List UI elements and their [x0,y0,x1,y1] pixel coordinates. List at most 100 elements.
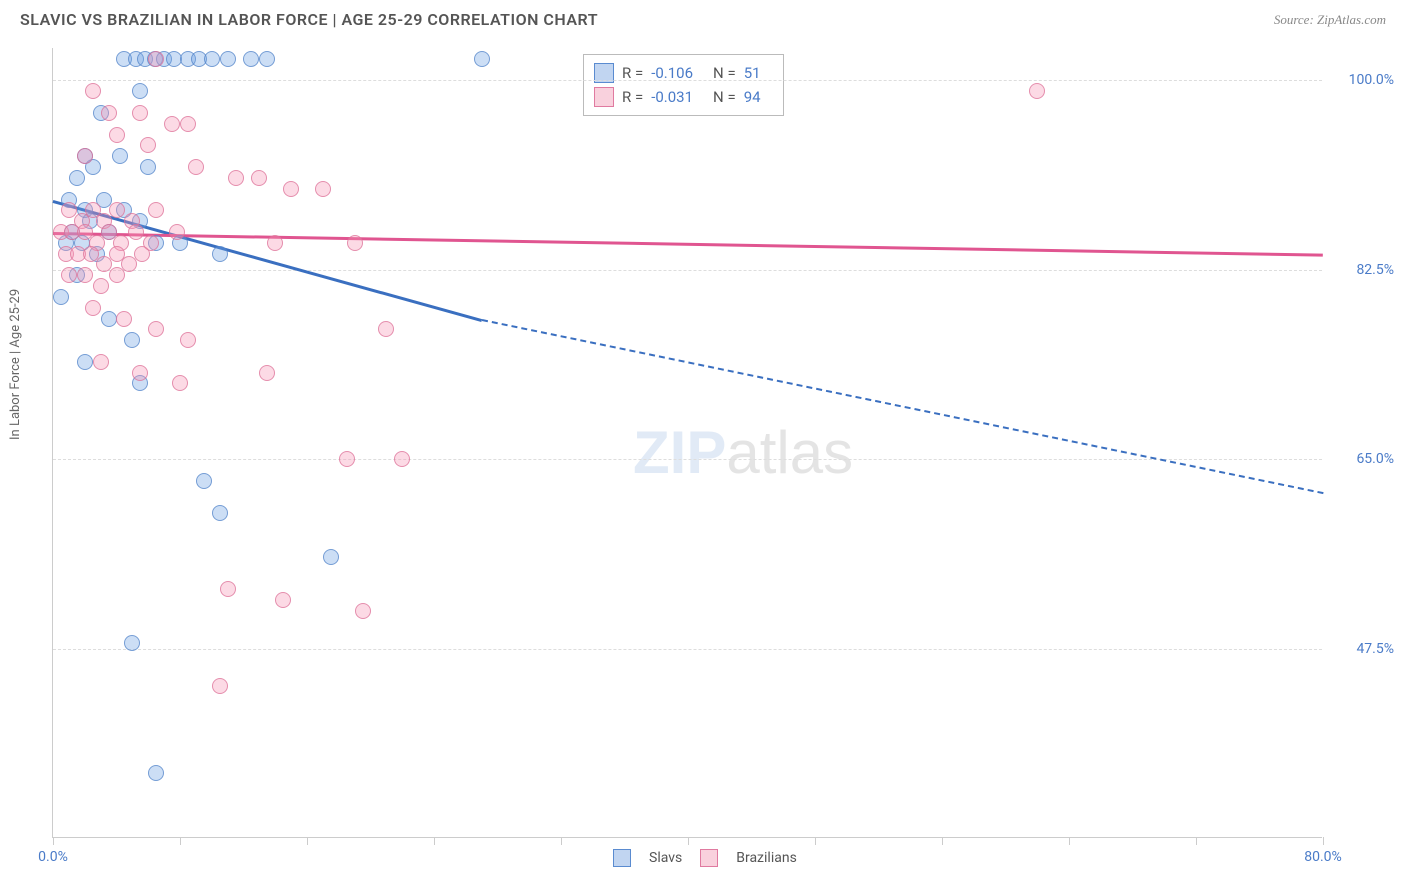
data-point [140,137,156,153]
data-point [228,170,244,186]
data-point [101,311,117,327]
data-point [109,202,125,218]
x-tick [942,837,943,845]
data-point [169,224,185,240]
data-point [164,116,180,132]
y-tick-label: 47.5% [1326,641,1394,657]
data-point [355,603,371,619]
gridline [53,649,1322,650]
data-point [220,581,236,597]
n-value-slavs: 51 [744,64,761,82]
data-point [53,289,69,305]
x-tick [307,837,308,845]
x-tick-label-right: 80.0% [1304,849,1342,865]
n-label: N = [713,88,736,106]
data-point [196,473,212,489]
data-point [61,267,77,283]
x-tick [815,837,816,845]
data-point [148,321,164,337]
data-point [132,105,148,121]
r-label: R = [622,64,643,82]
gridline [53,80,1322,81]
data-point [77,148,93,164]
data-point [275,592,291,608]
r-value-slavs: -0.106 [651,64,693,82]
y-tick-label: 82.5% [1326,262,1394,278]
x-tick [561,837,562,845]
data-point [85,300,101,316]
trend-slavs-dashed [481,319,1323,494]
legend-row-brazilians: R = -0.031 N = 94 [594,85,773,109]
data-point [251,170,267,186]
data-point [259,365,275,381]
x-tick [180,837,181,845]
data-point [378,321,394,337]
data-point [172,375,188,391]
data-point [394,451,410,467]
data-point [180,332,196,348]
source-attribution: Source: ZipAtlas.com [1274,12,1386,28]
x-tick [434,837,435,845]
watermark-atlas: atlas [726,419,853,486]
data-point [259,51,275,67]
y-axis-label: In Labor Force | Age 25-29 [8,289,23,440]
data-point [101,105,117,121]
data-point [69,170,85,186]
series-legend: Slavs Brazilians [613,849,797,867]
data-point [204,51,220,67]
swatch-blue-icon [613,849,631,867]
swatch-pink-icon [700,849,718,867]
swatch-pink-icon [594,87,614,107]
data-point [339,451,355,467]
data-point [128,224,144,240]
data-point [124,332,140,348]
data-point [109,267,125,283]
data-point [243,51,259,67]
series-name-slavs: Slavs [649,850,682,866]
x-tick [688,837,689,845]
watermark-zip: ZIP [633,419,726,486]
data-point [77,267,93,283]
chart-title: SLAVIC VS BRAZILIAN IN LABOR FORCE | AGE… [20,10,598,29]
data-point [267,235,283,251]
data-point [77,354,93,370]
data-point [148,765,164,781]
data-point [148,51,164,67]
data-point [474,51,490,67]
correlation-legend: R = -0.106 N = 51 R = -0.031 N = 94 [583,54,784,116]
data-point [85,83,101,99]
chart-plot-area: R = -0.106 N = 51 R = -0.031 N = 94 Slav… [52,48,1322,838]
data-point [134,246,150,262]
data-point [347,235,363,251]
data-point [132,365,148,381]
data-point [112,148,128,164]
data-point [188,159,204,175]
data-point [121,256,137,272]
data-point [148,202,164,218]
r-label: R = [622,88,643,106]
n-label: N = [713,64,736,82]
gridline [53,459,1322,460]
r-value-brazilians: -0.031 [651,88,693,106]
y-tick-label: 65.0% [1326,451,1394,467]
data-point [180,116,196,132]
x-tick [1069,837,1070,845]
data-point [132,83,148,99]
data-point [140,159,156,175]
data-point [212,246,228,262]
y-tick-label: 100.0% [1326,72,1394,88]
series-name-brazilians: Brazilians [736,850,797,866]
x-tick [1196,837,1197,845]
data-point [315,181,331,197]
data-point [109,127,125,143]
x-tick [1323,837,1324,845]
n-value-brazilians: 94 [744,88,761,106]
data-point [93,354,109,370]
x-tick [53,837,54,845]
data-point [323,549,339,565]
data-point [116,311,132,327]
watermark: ZIPatlas [633,418,853,487]
data-point [212,678,228,694]
x-tick-label-left: 0.0% [38,849,68,865]
data-point [212,505,228,521]
